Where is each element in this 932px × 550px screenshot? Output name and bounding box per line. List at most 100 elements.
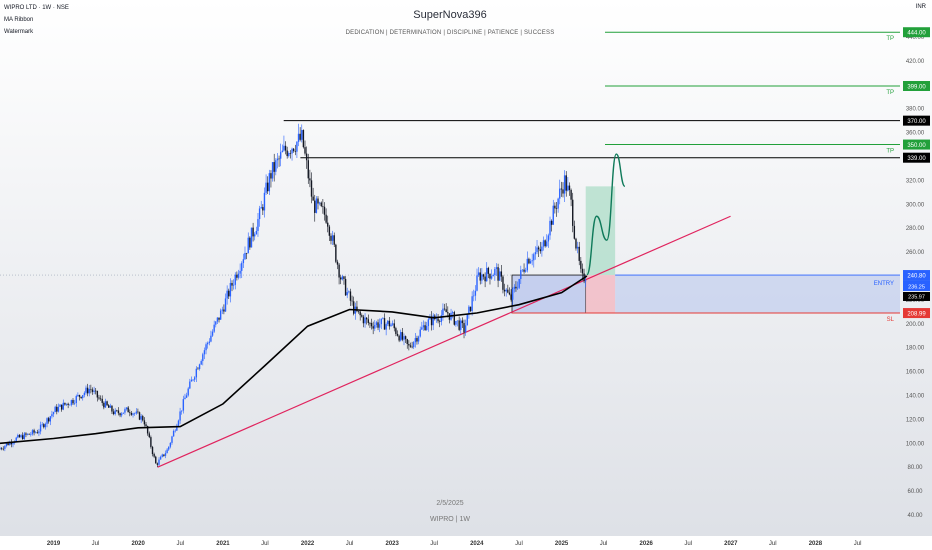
candle-body [550,220,553,225]
candle-body [52,412,55,415]
candle-body [112,411,115,415]
candle-body [438,321,441,322]
candle-body [72,400,74,404]
candle-body [521,269,524,271]
candle-body [148,433,150,438]
x-tick-label: Jul [515,541,523,547]
candle-body [189,381,191,389]
candle-body [296,141,298,152]
candle-body [507,289,509,293]
candle-body [340,277,342,280]
candle-body [205,344,207,351]
candle-body [542,240,545,247]
candle-body [380,318,382,325]
candle-body [218,317,220,320]
candle-body [198,364,201,370]
candle-body [103,402,105,408]
candle-body [513,286,516,289]
candle-body [581,268,584,274]
entry-zone-extension [615,275,900,314]
candle-body [169,442,172,447]
candle-body [15,437,17,442]
candle-body [505,289,507,292]
candle-body [270,173,272,179]
candle-body [312,196,314,201]
candle-body [46,418,48,424]
candle-body [461,320,464,324]
candle-body [77,394,79,396]
candle-body [130,412,133,415]
candle-body [258,208,261,220]
indicator-watermark[interactable]: Watermark [4,29,34,35]
entry-price-badge-bg [903,270,930,281]
candle-body [336,261,339,265]
candle-body [263,192,266,211]
x-tick-label: Jul [769,541,777,547]
x-tick-label: 2025 [555,541,569,547]
target-price-badge-bg [903,80,930,91]
x-tick-label: Jul [176,541,184,547]
candle-body [150,437,152,447]
candle-body [22,435,24,440]
x-tick-label: 2021 [216,541,230,547]
candle-body [216,317,219,322]
candle-body [104,401,107,408]
candle-body [193,377,196,380]
candle-body [98,397,100,399]
candle-body [562,189,564,194]
candle-body [88,388,90,394]
candle-body [242,259,245,264]
candle-body [323,206,326,215]
candle-body [135,411,137,414]
candle-body [38,431,40,434]
candle-body [526,258,528,271]
candle-body [537,247,540,250]
candle-body [338,264,340,278]
indicator-ma-ribbon[interactable]: MA Ribbon [4,17,34,23]
candle-body [362,316,365,324]
candle-body [36,432,39,434]
candle-body [2,448,4,450]
candle-body [430,316,433,326]
candle-body [357,311,360,312]
candle-body [184,397,186,400]
level-price-badge-bg [903,115,930,126]
candle-body [12,442,14,445]
candle-body [171,436,173,443]
candle-body [385,324,387,330]
candle-body [510,294,512,300]
candle-body [411,346,413,348]
candle-body [455,321,457,325]
candle-body [309,178,311,181]
candle-body [401,332,404,340]
candle-body [458,320,460,330]
symbol-line[interactable]: WIPRO LTD · 1W · NSE [4,5,69,11]
candle-body [307,160,309,179]
candle-body [250,227,253,248]
candle-body [23,433,26,440]
candle-body [69,404,71,406]
candle-body [182,399,185,411]
candle-body [117,410,120,414]
candle-body [254,234,256,237]
candle-body [155,456,157,464]
candle-body [443,308,446,310]
candle-body [304,147,306,154]
candle-body [284,145,287,151]
candle-body [451,312,454,313]
candle-body [541,246,543,252]
candle-body [570,189,572,200]
candle-body [93,390,95,392]
candle-body [5,443,8,446]
tp-tag: TP [886,36,894,42]
candle-body [374,324,376,329]
candle-body [447,312,449,314]
candle-body [95,390,97,392]
candle-body [129,412,131,413]
candle-body [464,325,467,333]
candle-body [31,430,34,435]
y-tick-label: 140.00 [906,394,925,400]
candle-body [187,388,189,396]
candle-body [378,324,381,328]
